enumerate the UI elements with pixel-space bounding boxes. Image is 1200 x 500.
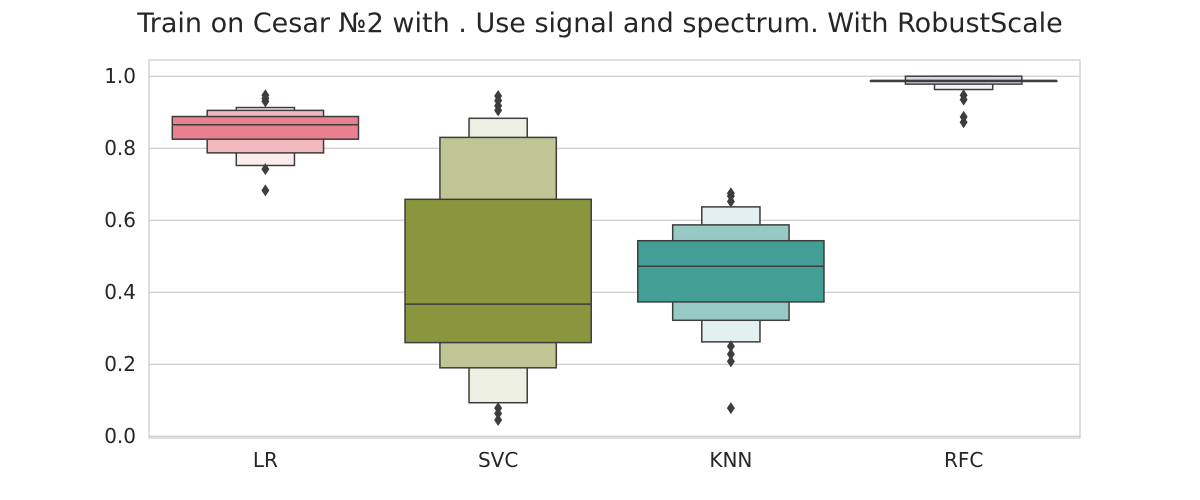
outlier-point xyxy=(959,116,968,129)
outlier-point xyxy=(959,93,968,106)
y-tick-label: 1.0 xyxy=(104,64,136,88)
chart-title: Train on Cesar №2 with . Use signal and … xyxy=(136,8,1063,39)
x-tick-label: KNN xyxy=(709,448,752,472)
x-tick-label: LR xyxy=(253,448,278,472)
boxen-level-1 xyxy=(171,115,360,140)
boxen-level-1 xyxy=(404,198,592,344)
y-axis-tick-labels: 0.0 0.2 0.4 0.6 0.8 1.0 xyxy=(104,64,136,448)
plot-frame xyxy=(148,59,1081,439)
outlier-point xyxy=(726,348,735,361)
boxen-level-1 xyxy=(637,239,825,303)
outlier-point xyxy=(726,340,735,353)
outlier-point xyxy=(726,402,735,415)
x-tick-label: SVC xyxy=(478,448,518,472)
boxen-group-lr xyxy=(171,89,360,197)
x-axis-tick-labels: LR SVC KNN RFC xyxy=(253,448,983,472)
y-tick-label: 0.8 xyxy=(104,136,136,160)
x-tick-label: RFC xyxy=(944,448,983,472)
outlier-point xyxy=(726,195,735,208)
y-tick-label: 0.4 xyxy=(104,280,136,304)
outlier-point xyxy=(494,407,503,420)
y-tick-label: 0.0 xyxy=(104,424,136,448)
outlier-point xyxy=(494,414,503,426)
outlier-point xyxy=(261,89,270,102)
outlier-point xyxy=(261,163,270,176)
y-tick-label: 0.2 xyxy=(104,352,136,376)
outlier-point xyxy=(494,104,503,117)
outlier-point xyxy=(726,355,735,368)
outlier-point xyxy=(261,184,270,197)
boxen-group-knn xyxy=(637,187,825,415)
boxen-group-svc xyxy=(404,90,592,426)
boxen-plot-area xyxy=(171,75,1058,426)
y-tick-label: 0.6 xyxy=(104,208,136,232)
outlier-point xyxy=(261,95,270,108)
boxen-group-rfc xyxy=(869,75,1058,129)
